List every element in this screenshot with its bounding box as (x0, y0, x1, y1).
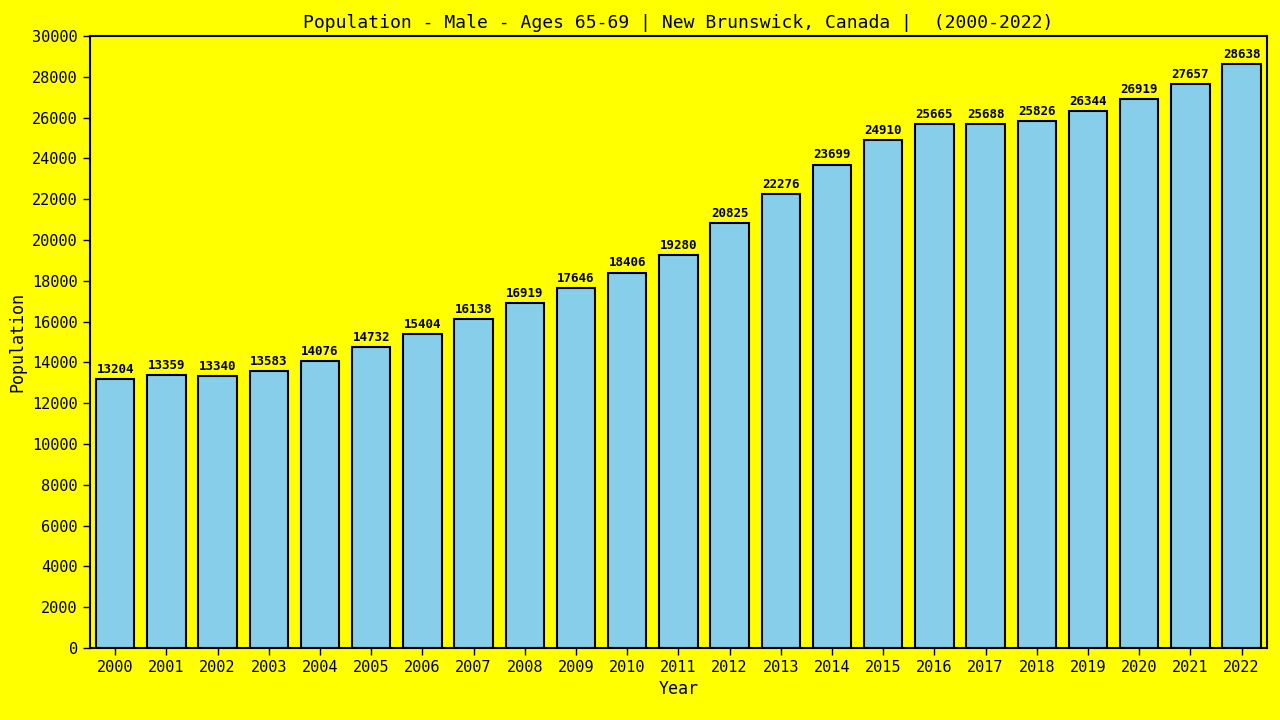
Bar (915, 125, 954, 648)
Bar (762, 194, 800, 648)
Bar (250, 371, 288, 648)
Bar (352, 348, 390, 648)
Text: 14732: 14732 (352, 331, 390, 344)
Text: 13359: 13359 (147, 359, 186, 372)
Text: 13340: 13340 (198, 360, 237, 373)
Text: 27657: 27657 (1171, 68, 1210, 81)
Text: 25688: 25688 (966, 108, 1005, 121)
Bar (198, 376, 237, 648)
Text: 15404: 15404 (403, 318, 442, 330)
Text: 25665: 25665 (915, 109, 954, 122)
Bar (1069, 111, 1107, 648)
Text: 24910: 24910 (864, 124, 902, 137)
Bar (608, 272, 646, 648)
Text: 13204: 13204 (96, 363, 134, 376)
Text: 18406: 18406 (608, 256, 646, 269)
Bar (1222, 64, 1261, 648)
Text: 19280: 19280 (659, 238, 698, 251)
Text: 22276: 22276 (762, 178, 800, 191)
Bar (301, 361, 339, 648)
Text: 16138: 16138 (454, 302, 493, 316)
Bar (403, 334, 442, 648)
Y-axis label: Population: Population (9, 292, 27, 392)
Bar (147, 375, 186, 648)
Bar (1120, 99, 1158, 648)
Text: 28638: 28638 (1222, 48, 1261, 60)
Bar (1171, 84, 1210, 648)
Bar (710, 223, 749, 648)
Bar (659, 255, 698, 648)
Title: Population - Male - Ages 65-69 | New Brunswick, Canada |  (2000-2022): Population - Male - Ages 65-69 | New Bru… (303, 14, 1053, 32)
X-axis label: Year: Year (658, 680, 699, 698)
Bar (864, 140, 902, 648)
Bar (966, 124, 1005, 648)
Bar (813, 165, 851, 648)
Bar (1018, 121, 1056, 648)
Text: 20825: 20825 (710, 207, 749, 220)
Bar (557, 288, 595, 648)
Text: 13583: 13583 (250, 355, 288, 368)
Text: 14076: 14076 (301, 345, 339, 358)
Text: 16919: 16919 (506, 287, 544, 300)
Text: 23699: 23699 (813, 148, 851, 161)
Text: 17646: 17646 (557, 272, 595, 285)
Text: 26344: 26344 (1069, 94, 1107, 107)
Bar (506, 303, 544, 648)
Text: 25826: 25826 (1018, 105, 1056, 118)
Text: 26919: 26919 (1120, 83, 1158, 96)
Bar (96, 379, 134, 648)
Bar (454, 319, 493, 648)
